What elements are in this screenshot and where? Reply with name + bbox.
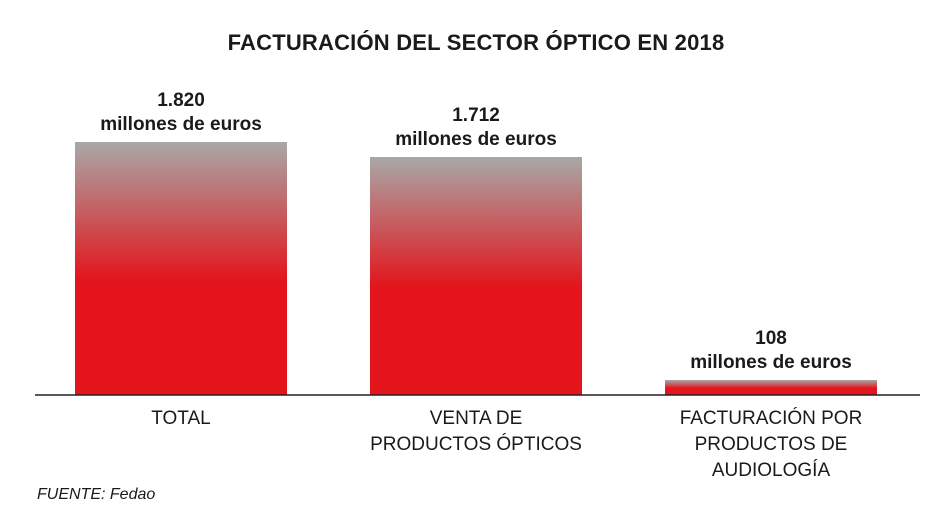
bar-value-label: 1.712 bbox=[452, 105, 500, 126]
bar-1 bbox=[75, 142, 287, 395]
bar-value-label: 1.820 bbox=[157, 90, 205, 111]
category-label: FACTURACIÓN POR bbox=[680, 407, 863, 429]
bar-value-label: 108 bbox=[755, 328, 787, 349]
source-note: FUENTE: Fedao bbox=[37, 486, 156, 503]
category-label: AUDIOLOGÍA bbox=[712, 460, 831, 481]
category-label: VENTA DE bbox=[430, 408, 523, 429]
bars-layer: 1.820 millones de euros TOTAL 1.712 millones… bbox=[75, 90, 877, 481]
category-label: TOTAL bbox=[151, 408, 210, 429]
bar-unit-label: millones de euros bbox=[395, 129, 557, 150]
bar-unit-label: millones de euros bbox=[690, 352, 852, 373]
category-label: PRODUCTOS ÓPTICOS bbox=[370, 433, 582, 455]
category-label: PRODUCTOS DE bbox=[695, 434, 848, 455]
bar-unit-label: millones de euros bbox=[100, 114, 262, 135]
bar-3 bbox=[665, 379, 877, 395]
bar-2 bbox=[370, 157, 582, 395]
chart-title: FACTURACIÓN DEL SECTOR ÓPTICO EN 2018 bbox=[228, 30, 725, 55]
